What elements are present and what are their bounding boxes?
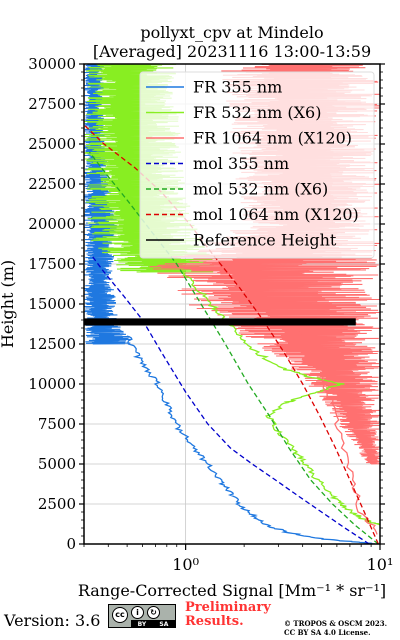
legend-label: FR 355 nm	[193, 78, 282, 97]
axis-ticks: 0 2500 5000 7500 10000 12500 15000 17500 20000 22…	[28, 55, 393, 574]
copyright-notice: © TROPOS & OSCM 2023. CC BY SA 4.0 Licen…	[284, 619, 387, 637]
cc-label-sa: SA	[159, 620, 169, 628]
legend-label: FR 1064 nm (X120)	[193, 129, 352, 148]
chart-title-line1: pollyxt_cpv at Mindelo	[140, 23, 323, 42]
preliminary-line1: Preliminary	[185, 600, 271, 615]
attribution-icon: i	[131, 606, 144, 619]
y-tick-label: 27500	[28, 95, 76, 113]
y-tick-label: 30000	[28, 55, 76, 73]
y-tick-label: 2500	[38, 495, 76, 513]
series-line-3	[91, 255, 370, 544]
series-line-1	[181, 271, 380, 526]
legend-label: Reference Height	[193, 231, 337, 250]
x-tick-label: 10⁰	[172, 555, 199, 574]
copyright-line1: © TROPOS & OSCM 2023.	[284, 619, 388, 628]
legend-label: mol 532 nm (X6)	[193, 180, 328, 199]
y-tick-label: 22500	[28, 175, 76, 193]
y-tick-label: 12500	[28, 335, 76, 353]
y-tick-label: 25000	[28, 135, 76, 153]
y-tick-label: 0	[66, 535, 76, 553]
chart-title-line2: [Averaged] 20231116 13:00-13:59	[93, 42, 371, 61]
y-tick-label: 15000	[28, 295, 76, 313]
y-tick-label: 20000	[28, 215, 76, 233]
y-tick-label: 17500	[28, 255, 76, 273]
preliminary-line2: Results.	[185, 614, 244, 629]
series-line-2	[296, 327, 378, 535]
series-line-4	[88, 151, 379, 544]
legend-label: FR 532 nm (X6)	[193, 103, 321, 122]
preliminary-notice: Preliminary Results.	[185, 601, 271, 629]
y-tick-label: 5000	[38, 455, 76, 473]
share-alike-icon: ↻	[147, 606, 160, 619]
x-axis-label: Range-Corrected Signal [Mm⁻¹ * sr⁻¹]	[78, 581, 386, 600]
cc-license-badge[interactable]: cc i ↻ BY SA	[108, 604, 176, 628]
y-tick-label: 10000	[28, 375, 76, 393]
x-tick-label: 10¹	[367, 555, 394, 574]
legend: FR 355 nm FR 532 nm (X6) FR 1064 nm (X120)…	[139, 71, 375, 259]
cc-icon: cc	[112, 606, 128, 623]
series-line-0	[126, 335, 376, 544]
legend-label: mol 355 nm	[193, 154, 289, 173]
legend-box	[139, 71, 375, 259]
chart-figure: pollyxt_cpv at Mindelo [Averaged] 202311…	[0, 23, 393, 600]
copyright-line2: CC BY SA 4.0 License.	[284, 628, 371, 637]
legend-label: mol 1064 nm (X120)	[193, 205, 359, 224]
reference-height-marker	[84, 318, 356, 326]
cc-strip: BY SA	[131, 620, 175, 628]
y-axis-label: Height (m)	[0, 260, 17, 348]
y-tick-label: 7500	[38, 415, 76, 433]
cc-label-by: BY	[137, 620, 147, 628]
version-label: Version: 3.6	[4, 611, 101, 630]
